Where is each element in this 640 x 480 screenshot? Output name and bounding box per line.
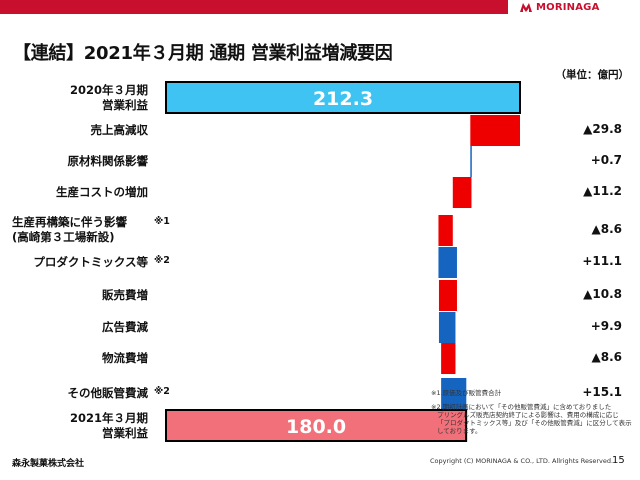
change-value: +15.1	[582, 385, 622, 399]
step-bar-5	[438, 247, 457, 278]
footnote-line: しております。	[437, 427, 482, 435]
step-bar-8	[441, 343, 456, 374]
company-logo: MORINAGA	[519, 1, 600, 14]
row-label-line: 2021年３月期	[69, 411, 148, 425]
total-label-end: 180.0	[286, 416, 346, 438]
change-value: ▲10.8	[583, 287, 622, 301]
row-label-line: 原材料関係影響	[67, 153, 149, 168]
row-label: 生産コストの増加	[8, 185, 148, 200]
step-bar-9	[441, 378, 467, 409]
row-label: 2021年３月期 営業利益	[8, 411, 148, 441]
morinaga-angel-mark-icon	[520, 3, 532, 12]
row-label: 2020年３月期 営業利益	[8, 83, 148, 113]
row-label-line: 営業利益	[102, 98, 148, 112]
row-label: プロダクトミックス等	[8, 255, 148, 270]
note-marker: ※2	[154, 255, 170, 266]
row-label-line: その他販管費減	[67, 385, 149, 400]
row-label: 生産再構築に伴う影響 (高崎第３工場新設)	[12, 215, 152, 245]
step-bar-6	[438, 280, 457, 311]
header-bar	[0, 0, 508, 14]
change-value: +0.7	[590, 153, 622, 167]
change-value: ▲29.8	[583, 122, 622, 136]
step-bar-3	[452, 177, 472, 208]
row-label-line: 販売費増	[102, 287, 148, 302]
unit-label: （単位：億円）	[555, 69, 630, 81]
row-label: 原材料関係影響	[8, 153, 149, 169]
row-label-line: プロダクトミックス等	[33, 254, 148, 269]
footnote-line: 「プロダクトミックス等」及び「その他販管費減」に区分して表示	[437, 419, 632, 427]
slide-title: 【連結】2021年３月期 通期 営業利益増減要因	[13, 43, 393, 64]
row-label-line: 営業利益	[102, 426, 148, 440]
total-label-start: 212.3	[313, 88, 373, 110]
change-value: +9.9	[590, 319, 622, 333]
row-label: 物流費増	[8, 351, 148, 366]
note-marker: ※1	[154, 216, 170, 227]
change-value: ▲11.2	[583, 184, 622, 198]
note-marker: ※2	[154, 386, 170, 397]
footnote-line: ※1.原価及び販管費合計	[431, 389, 502, 397]
step-bar-2	[470, 146, 472, 177]
row-label-line: 生産コストの増加	[56, 184, 148, 199]
step-bar-4	[438, 215, 453, 246]
step-bar-1	[470, 115, 520, 146]
change-value: +11.1	[582, 254, 622, 268]
row-label-line: 物流費増	[102, 350, 148, 365]
row-label: 売上高減収	[8, 122, 149, 138]
company-name: 森永製菓株式会社	[12, 459, 85, 469]
change-value: ▲8.6	[591, 222, 623, 236]
row-label-line: 2020年３月期	[69, 83, 148, 97]
row-label: 広告費減	[8, 320, 148, 335]
total-bar-end	[165, 409, 468, 442]
row-label-line: 生産再構築に伴う影響	[12, 215, 127, 229]
total-bar-start	[165, 81, 521, 114]
row-label-line: (高崎第３工場新設)	[12, 230, 115, 244]
footnote-line: プリングルズ販売店契約終了による影響は、費用の構成に応じ	[437, 411, 619, 419]
row-label: 販売費増	[8, 288, 148, 303]
row-label-line: 広告費減	[102, 319, 148, 334]
change-value: ▲8.6	[591, 350, 623, 364]
row-label-line: 売上高減収	[90, 122, 149, 137]
step-bar-7	[438, 312, 456, 343]
footnote-line: ※2.期初計画において「その他販管費減」に含めておりました	[431, 403, 612, 411]
row-label: その他販管費減	[8, 385, 149, 401]
page-number: 15	[612, 455, 625, 466]
copyright: Copyright (C) MORINAGA & CO., LTD. Allri…	[430, 457, 614, 465]
brand-name: MORINAGA	[536, 2, 600, 13]
